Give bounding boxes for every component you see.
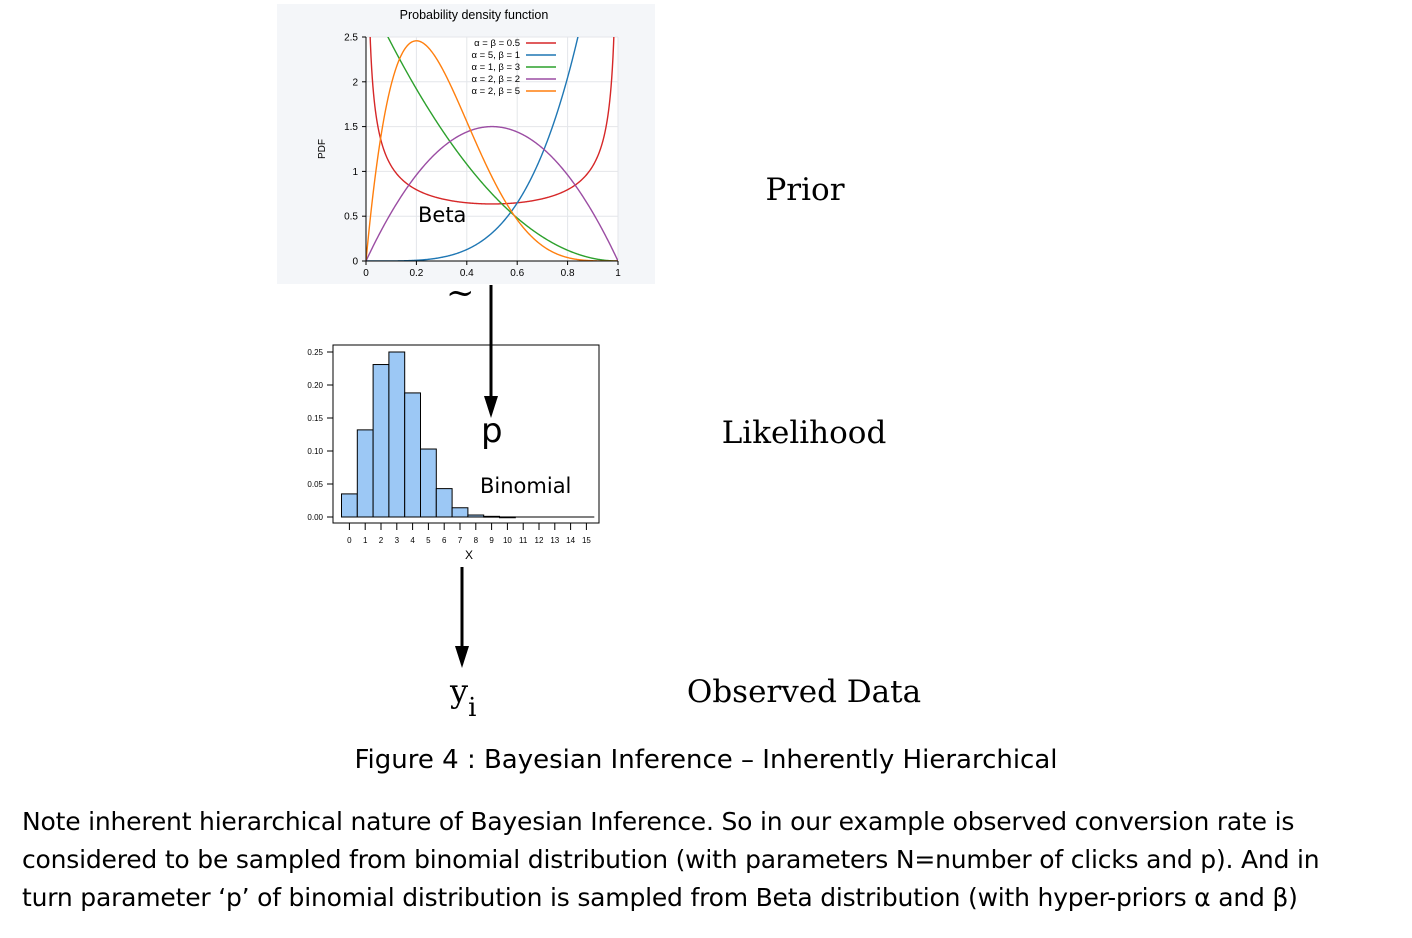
note-line-1: Note inherent hierarchical nature of Bay… xyxy=(22,807,1295,836)
beta-y-tick-label: 0 xyxy=(352,257,358,268)
binomial-x-tick-label: 13 xyxy=(550,536,559,545)
beta-legend-label: α = 2, β = 2 xyxy=(472,74,520,85)
p-symbol: p xyxy=(481,411,503,451)
beta-legend-label: α = 5, β = 1 xyxy=(472,50,520,61)
observed-data-label: Observed Data xyxy=(687,674,921,710)
binomial-x-tick-label: 7 xyxy=(458,536,463,545)
beta-y-tick-label: 1 xyxy=(352,167,358,178)
binomial-y-tick-label: 0.05 xyxy=(307,480,323,489)
binomial-y-tick-label: 0.20 xyxy=(307,381,323,390)
beta-curve-4 xyxy=(366,40,618,261)
note-line-2: considered to be sampled from binomial d… xyxy=(22,845,1320,874)
prior-label: Prior xyxy=(765,172,844,208)
binomial-x-tick-label: 10 xyxy=(503,536,512,545)
binomial-bar-5 xyxy=(420,448,437,518)
binomial-bar-3 xyxy=(388,351,406,518)
beta-legend-label: α = 1, β = 3 xyxy=(472,62,520,73)
beta-y-tick-label: 2 xyxy=(352,77,358,88)
beta-curve-3 xyxy=(366,125,618,261)
beta-legend-label: α = β = 0.5 xyxy=(474,38,520,49)
arrow-likelihood-to-data-head xyxy=(455,646,469,668)
binomial-x-tick-label: 0 xyxy=(347,536,352,545)
binomial-x-tick-label: 3 xyxy=(395,536,400,545)
binomial-x-tick-label: 15 xyxy=(582,536,591,545)
beta-curves xyxy=(366,37,618,261)
binomial-x-tick-label: 9 xyxy=(489,536,494,545)
binomial-bar-1 xyxy=(356,429,374,518)
arrow-prior-to-p-head xyxy=(484,396,498,418)
beta-y-axis-label: PDF xyxy=(317,139,328,159)
binomial-x-axis-label: X xyxy=(465,548,473,562)
binomial-x-tick-label: 14 xyxy=(566,536,575,545)
beta-x-tick-label: 0.4 xyxy=(460,268,474,279)
binomial-y-tick-label: 0.00 xyxy=(307,513,323,522)
binomial-bars xyxy=(341,351,595,519)
beta-x-tick-label: 0.2 xyxy=(409,268,423,279)
y-subscript: i xyxy=(468,693,476,723)
binomial-x-tick-label: 2 xyxy=(379,536,384,545)
beta-x-ticks: 0 0.2 0.4 0.6 0.8 1 xyxy=(363,261,621,279)
binomial-x-tick-label: 12 xyxy=(535,536,544,545)
figure-caption: Figure 4 : Bayesian Inference – Inherent… xyxy=(354,745,1058,775)
beta-annotation: Beta xyxy=(418,203,466,227)
binomial-y-ticks: 0.00 0.05 0.10 0.15 0.20 0.25 xyxy=(307,348,333,522)
beta-chart-title: Probability density function xyxy=(400,8,549,22)
binomial-y-tick-label: 0.10 xyxy=(307,447,323,456)
beta-x-tick-label: 1 xyxy=(615,268,621,279)
binomial-x-tick-label: 1 xyxy=(363,536,368,545)
binomial-bar-2 xyxy=(372,364,390,518)
binomial-annotation: Binomial xyxy=(480,474,571,498)
beta-y-tick-label: 2.5 xyxy=(344,33,358,44)
binomial-x-tick-label: 11 xyxy=(519,536,528,545)
beta-x-tick-label: 0 xyxy=(363,268,369,279)
binomial-bar-7 xyxy=(451,507,469,518)
binomial-x-ticks: 0 1 2 3 4 5 6 7 8 9 10 11 12 13 14 15 xyxy=(347,523,591,545)
binomial-bar-0 xyxy=(341,493,358,518)
beta-y-ticks: 0 0.5 1 1.5 2 2.5 xyxy=(344,33,366,268)
beta-x-tick-label: 0.8 xyxy=(561,268,575,279)
beta-x-tick-label: 0.6 xyxy=(510,268,524,279)
binomial-x-tick-label: 8 xyxy=(474,536,479,545)
binomial-bar-4 xyxy=(404,392,422,518)
observed-variable-y: yi xyxy=(449,672,476,723)
beta-curve-2 xyxy=(387,37,618,261)
beta-curve-0 xyxy=(369,37,615,205)
likelihood-label: Likelihood xyxy=(722,415,887,451)
binomial-chart: 0.000.050.100.150.200.25 0 1 2 3 4 5 6 7 8 9 10 11 1… xyxy=(307,344,600,562)
beta-axes xyxy=(365,37,618,262)
binomial-y-tick-label: 0.25 xyxy=(307,348,323,357)
y-symbol: y xyxy=(449,672,468,710)
binomial-x-tick-label: 5 xyxy=(426,536,431,545)
beta-y-tick-label: 1.5 xyxy=(344,122,358,133)
binomial-x-tick-label: 6 xyxy=(442,536,447,545)
beta-y-tick-label: 0.5 xyxy=(344,212,358,223)
binomial-x-tick-label: 4 xyxy=(410,536,415,545)
note-line-3: turn parameter ‘p’ of binomial distribut… xyxy=(22,883,1298,912)
beta-pdf-chart: 0 0.5 1 1.5 2 2.5 0 0.2 0.4 0.6 0.8 1 Probability … xyxy=(277,4,655,284)
beta-legend: α = β = 0.5α = 5, β = 1α = 1, β = 3α = 2… xyxy=(472,38,556,97)
binomial-y-tick-label: 0.15 xyxy=(307,414,323,423)
beta-legend-label: α = 2, β = 5 xyxy=(472,86,520,97)
binomial-bar-6 xyxy=(435,488,453,518)
tilde-symbol: ~ xyxy=(446,273,475,313)
